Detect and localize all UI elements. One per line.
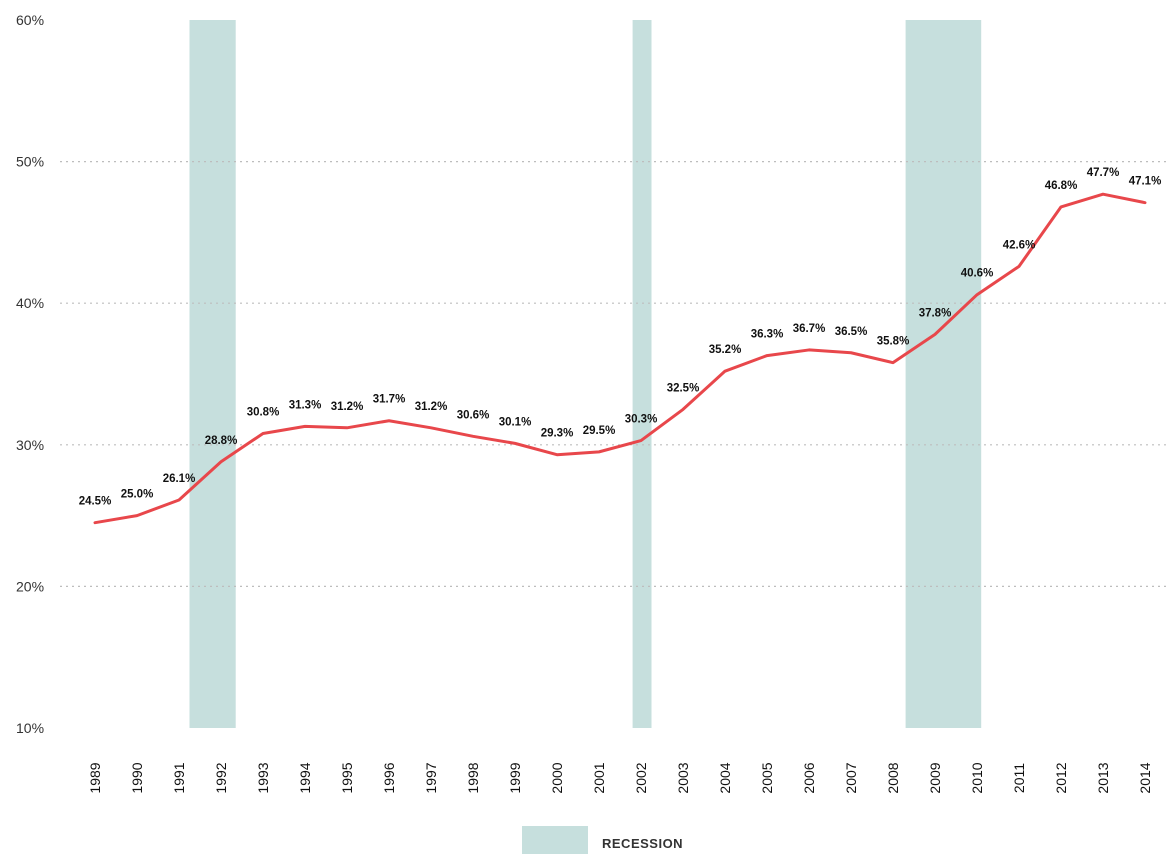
x-tick-label: 2012: [1053, 762, 1069, 793]
x-tick-label: 1990: [129, 762, 145, 793]
y-tick-label: 50%: [16, 154, 44, 170]
legend-swatch-recession: [522, 826, 588, 854]
x-tick-label: 1997: [423, 762, 439, 793]
x-tick-label: 2006: [801, 762, 817, 793]
data-label: 24.5%: [79, 496, 112, 508]
x-tick-label: 2002: [633, 762, 649, 793]
data-label: 29.3%: [541, 428, 574, 440]
data-label: 37.8%: [919, 307, 952, 319]
data-label: 42.6%: [1003, 239, 1036, 251]
gridlines: [60, 161, 1168, 588]
recession-band: [905, 20, 982, 728]
x-tick-label: 1993: [255, 762, 271, 793]
data-label: 31.2%: [331, 401, 364, 413]
data-label: 35.8%: [877, 336, 910, 348]
data-label: 36.3%: [751, 329, 784, 341]
data-label: 36.7%: [793, 323, 826, 335]
data-label: 25.0%: [121, 489, 154, 501]
data-label: 30.1%: [499, 416, 532, 428]
data-labels: 24.5% 25.0% 26.1% 28.8% 30.8% 31.3% 31.2% 31.7%…: [79, 167, 1162, 508]
recession-band: [632, 20, 652, 728]
y-tick-label: 30%: [16, 437, 44, 453]
x-tick-label: 1994: [297, 762, 313, 793]
x-tick-label: 1996: [381, 762, 397, 793]
data-label: 36.5%: [835, 326, 868, 338]
x-tick-label: 2003: [675, 762, 691, 793]
data-label: 31.3%: [289, 399, 322, 411]
data-label: 32.5%: [667, 382, 700, 394]
data-label: 40.6%: [961, 268, 994, 280]
data-label: 47.7%: [1087, 167, 1120, 179]
x-tick-label: 1999: [507, 762, 523, 793]
data-label: 30.8%: [247, 406, 280, 418]
data-label: 26.1%: [163, 473, 196, 485]
x-tick-label: 2013: [1095, 762, 1111, 793]
data-label: 31.2%: [415, 401, 448, 413]
x-tick-label: 2000: [549, 762, 565, 793]
series-line-layer: [93, 192, 1147, 525]
y-tick-label: 20%: [16, 578, 44, 594]
x-axis-ticks: 1989 1990 1991 1992 1993 1994 1995 1996 1997 1998…: [87, 762, 1153, 793]
recession-bands: [189, 20, 982, 728]
y-tick-label: 60%: [16, 12, 44, 28]
y-axis-ticks: 10% 20% 30% 40% 50% 60%: [16, 12, 44, 736]
data-label: 31.7%: [373, 394, 406, 406]
x-tick-label: 2011: [1011, 763, 1027, 793]
data-label: 30.6%: [457, 409, 490, 421]
data-label: 29.5%: [583, 425, 616, 437]
x-tick-label: 1992: [213, 762, 229, 793]
x-tick-label: 2005: [759, 762, 775, 793]
x-tick-label: 1989: [87, 762, 103, 793]
x-tick-label: 2008: [885, 762, 901, 793]
data-label: 28.8%: [205, 435, 238, 447]
y-tick-label: 40%: [16, 295, 44, 311]
data-label: 46.8%: [1045, 180, 1078, 192]
y-tick-label: 10%: [16, 720, 44, 736]
data-label: 30.3%: [625, 414, 658, 426]
x-tick-label: 1998: [465, 762, 481, 793]
x-tick-label: 2001: [591, 762, 607, 793]
x-tick-label: 2004: [717, 762, 733, 793]
x-tick-label: 2010: [969, 762, 985, 793]
x-tick-label: 2009: [927, 762, 943, 793]
recession-band: [189, 20, 236, 728]
x-tick-label: 2014: [1137, 762, 1153, 793]
data-label: 35.2%: [709, 344, 742, 356]
legend-label-recession: RECESSION: [602, 836, 683, 851]
series-line: [93, 192, 1147, 525]
x-tick-label: 2007: [843, 762, 859, 793]
x-tick-label: 1991: [171, 762, 187, 793]
legend: RECESSION: [522, 826, 683, 854]
data-label: 47.1%: [1129, 176, 1162, 188]
x-tick-label: 1995: [339, 762, 355, 793]
